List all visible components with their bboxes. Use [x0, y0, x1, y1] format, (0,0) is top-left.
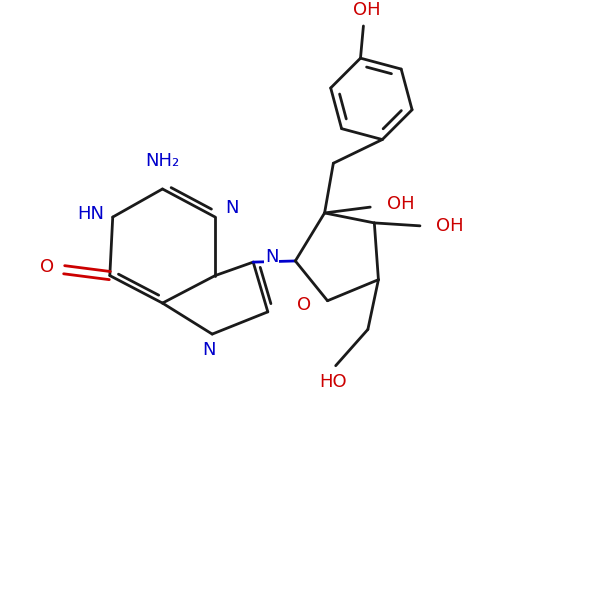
Text: OH: OH: [386, 195, 414, 213]
Text: OH: OH: [353, 1, 380, 19]
Text: NH₂: NH₂: [145, 152, 179, 170]
Text: N: N: [203, 341, 216, 359]
Text: OH: OH: [436, 217, 464, 235]
Text: HN: HN: [77, 205, 104, 223]
Text: O: O: [297, 296, 311, 314]
Text: N: N: [226, 199, 239, 217]
Text: O: O: [40, 258, 53, 276]
Text: N: N: [265, 248, 278, 266]
Text: HO: HO: [319, 373, 347, 391]
